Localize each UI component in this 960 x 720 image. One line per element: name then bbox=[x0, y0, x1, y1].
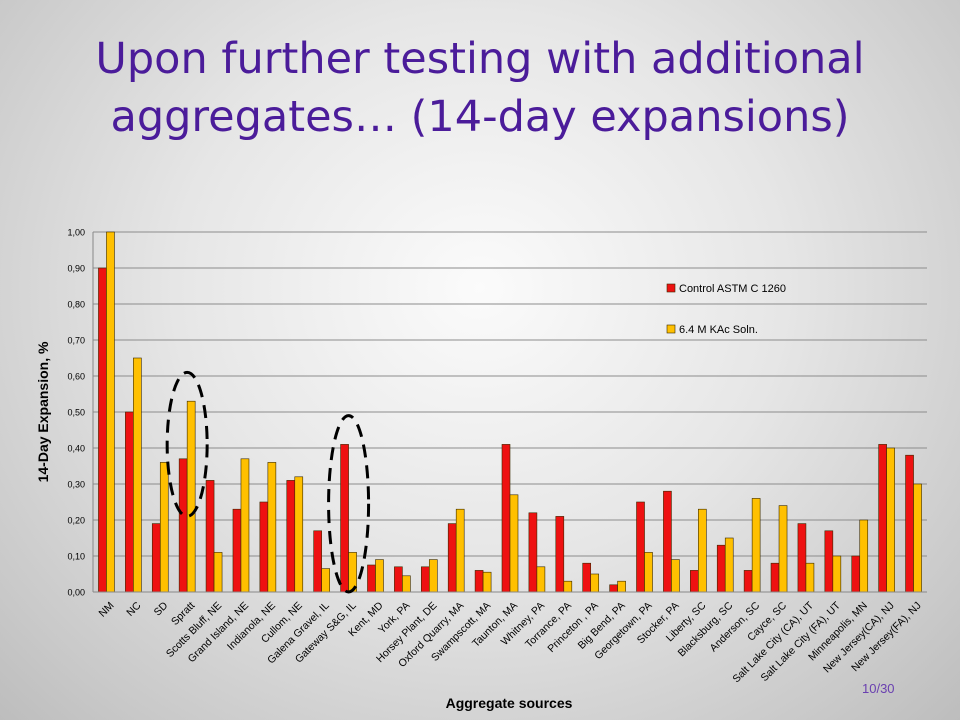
bars bbox=[98, 231, 922, 593]
bar bbox=[671, 559, 680, 593]
bar bbox=[805, 562, 815, 593]
y-axis-label: 14-Day Expansion, % bbox=[35, 341, 51, 482]
bar bbox=[447, 523, 457, 593]
y-tick-label: 0,60 bbox=[67, 372, 85, 382]
bar bbox=[563, 580, 573, 593]
bar bbox=[698, 508, 707, 593]
bar bbox=[482, 571, 492, 593]
bar bbox=[455, 508, 465, 593]
slide-title: Upon further testing with additional agg… bbox=[95, 34, 865, 142]
legend: Control ASTM C 1260 6.4 M KAc Soln. bbox=[666, 283, 786, 336]
bar bbox=[313, 530, 322, 593]
bar bbox=[394, 566, 403, 593]
y-tick-label: 0,40 bbox=[67, 444, 85, 454]
bar bbox=[859, 519, 869, 593]
bar bbox=[878, 444, 887, 593]
bar bbox=[501, 444, 511, 593]
bar bbox=[367, 564, 376, 593]
y-tick-label: 0,30 bbox=[67, 480, 85, 490]
bar bbox=[663, 490, 672, 593]
bar bbox=[913, 483, 922, 593]
y-tick-label: 0,90 bbox=[67, 264, 85, 274]
bar bbox=[159, 462, 169, 593]
y-tick-label: 0,00 bbox=[67, 588, 85, 598]
y-tick-label: 0,10 bbox=[67, 552, 85, 562]
bar bbox=[240, 458, 250, 593]
bar bbox=[617, 580, 626, 593]
y-tick-label: 0,80 bbox=[67, 300, 85, 310]
legend-label: 6.4 M KAc Soln. bbox=[679, 324, 758, 336]
x-tick-label: NC bbox=[124, 599, 144, 619]
bar bbox=[743, 570, 753, 593]
bar bbox=[636, 501, 645, 593]
y-tick-label: 0,70 bbox=[67, 336, 85, 346]
page-number: 10/30 bbox=[862, 681, 895, 696]
bar bbox=[797, 523, 807, 593]
bar bbox=[886, 447, 895, 593]
x-axis-label: Aggregate sources bbox=[446, 695, 573, 711]
bar bbox=[133, 357, 142, 593]
axes bbox=[92, 232, 927, 593]
bar bbox=[690, 570, 699, 593]
bar bbox=[751, 498, 761, 593]
bar bbox=[106, 231, 115, 593]
bar bbox=[420, 566, 430, 593]
bar bbox=[428, 559, 438, 593]
y-tick-label: 1,00 bbox=[67, 228, 85, 238]
y-tick-label: 0,50 bbox=[67, 408, 85, 418]
bar bbox=[232, 508, 242, 593]
bar bbox=[770, 562, 780, 593]
dashed-ellipse bbox=[327, 414, 371, 594]
bar bbox=[340, 444, 349, 593]
annotations bbox=[165, 370, 371, 594]
bar bbox=[375, 559, 384, 593]
bar bbox=[724, 537, 734, 593]
bar bbox=[259, 501, 269, 593]
bar bbox=[178, 458, 188, 593]
bar bbox=[778, 505, 788, 593]
bar bbox=[213, 552, 223, 593]
bar bbox=[125, 411, 134, 593]
bar bbox=[294, 476, 304, 593]
bar bbox=[474, 570, 484, 593]
bar bbox=[555, 516, 565, 593]
legend-label: Control ASTM C 1260 bbox=[679, 283, 786, 295]
bar bbox=[348, 552, 357, 593]
bar bbox=[528, 512, 538, 593]
bar bbox=[905, 454, 914, 593]
y-axis-ticks: 0,00 0,10 0,20 0,30 0,40 0,50 0,60 0,70 0,80 0,90… bbox=[67, 228, 85, 598]
bar bbox=[582, 562, 592, 593]
y-tick-label: 0,20 bbox=[67, 516, 85, 526]
bar bbox=[509, 494, 519, 593]
bar bbox=[590, 573, 600, 593]
bar bbox=[609, 584, 618, 593]
bar bbox=[98, 267, 107, 593]
bar bbox=[321, 568, 330, 593]
bar bbox=[851, 555, 861, 593]
legend-swatch bbox=[666, 324, 676, 334]
bar bbox=[716, 544, 726, 593]
x-tick-label: NM bbox=[97, 600, 117, 620]
x-tick-label: SD bbox=[152, 599, 171, 618]
dashed-ellipse bbox=[165, 370, 209, 518]
bar bbox=[286, 480, 296, 593]
bar bbox=[267, 462, 277, 593]
legend-swatch bbox=[666, 283, 676, 293]
gridlines bbox=[93, 231, 927, 593]
bar bbox=[186, 400, 196, 593]
bar bbox=[832, 555, 842, 593]
bar bbox=[536, 566, 546, 593]
bar bbox=[824, 530, 834, 593]
bar bbox=[644, 552, 653, 593]
bar bbox=[151, 523, 161, 593]
bar bbox=[402, 575, 411, 593]
bar bbox=[205, 480, 215, 593]
